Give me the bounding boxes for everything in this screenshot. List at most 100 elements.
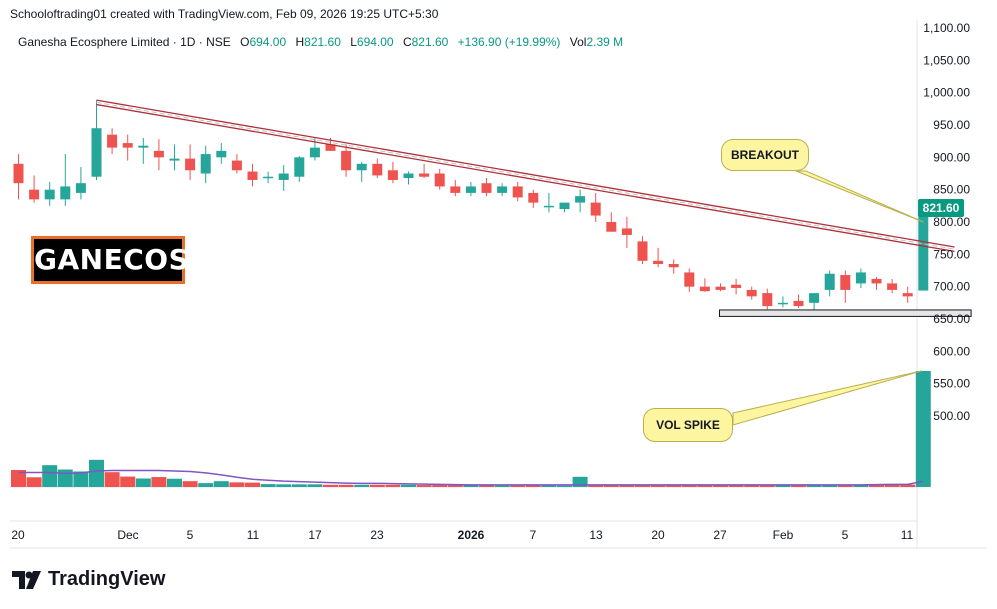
candle-body [840,275,851,290]
volume-bar [775,484,791,487]
candle-body [871,278,882,284]
trendline-upper [96,99,955,248]
volume-bar [198,483,214,487]
volume-bar [182,481,198,487]
candle-body [621,228,632,235]
candle-body [200,154,211,174]
chart-credit: Schooloftrading01 created with TradingVi… [10,7,439,21]
candle-body [902,293,913,297]
price-tick-label: 1,050.00 [923,53,970,67]
candle-body [699,286,710,292]
symbol-ohlc-legend: Ganesha Ecosphere Limited · 1D · NSE O69… [18,35,623,49]
axes-layer: 500.00 550.00 600.00 650.00 700.00 750.00 800.… [11,21,970,542]
price-tick-label: 600.00 [933,344,970,358]
candle-body [528,192,539,203]
price-tick-label: 850.00 [933,183,970,197]
time-tick-label: 5 [842,528,849,542]
volume-bar [525,485,541,487]
time-tick-label: 7 [530,528,537,542]
volume-bar [135,478,151,487]
candle-body [387,170,398,180]
price-tick-label: 900.00 [933,150,970,164]
candle-body [294,157,305,177]
candle-body [590,202,601,216]
candle-body [403,173,414,179]
candle-body [185,158,196,171]
time-tick-label: 11 [901,528,914,542]
candle-body [575,196,586,203]
volume-bar [245,482,260,487]
volume-bar [837,484,853,487]
candle-body [13,163,24,184]
candle-body [341,150,352,171]
candle-body [668,264,679,268]
volume-bar [338,484,354,487]
candle-body [543,205,554,208]
candle-body [793,300,804,307]
volume-bar [557,485,572,487]
last-price-tag [918,199,964,218]
volume-bar [759,484,775,487]
candle-body [824,273,835,290]
change-value: +136.90 (+19.99%) [457,35,561,49]
time-tick-label: 5 [187,528,194,542]
candle-body [653,260,664,265]
volume-bar [369,484,385,487]
low-value: 694.00 [356,35,394,49]
vol-spike-pointer [732,370,922,426]
price-tick-label: 1,100.00 [923,21,970,35]
volume-bar [697,485,713,487]
open-value: 694.00 [249,35,287,49]
candle-body [512,186,523,198]
candle-body [887,283,898,290]
volume-bar [447,485,463,487]
volume-bar [510,485,526,487]
time-tick-label: 2026 [458,528,485,542]
volume-bar [744,484,760,487]
candle-body [107,134,118,148]
volume-bar [853,485,869,487]
candle-body [481,183,492,193]
candle-body [29,189,40,200]
close-label: C [402,35,412,49]
symbol-label[interactable]: Ganesha Ecosphere Limited · 1D · NSE [18,35,231,49]
time-tick-label: 17 [308,528,322,542]
volume-bar [42,465,58,487]
candle-body [637,241,648,261]
volume-bar [416,485,432,487]
candle-body [309,147,320,158]
low-label: L [350,35,357,49]
volume-bar [869,485,884,487]
time-tick-label: 27 [713,528,727,542]
time-tick-label: 13 [589,528,603,542]
volume-bar [822,485,838,487]
last-price-tag-label: 821.60 [923,201,960,215]
open-label: O [240,35,250,49]
trendline-center [96,101,955,250]
volume-bar [26,477,42,487]
price-tick-label: 950.00 [933,118,970,132]
volume-bar [915,371,931,487]
candle-body [372,163,383,176]
volume-bar [73,471,89,487]
volume-bar [588,485,604,487]
breakout-callout: BREAKOUT [721,139,809,171]
volume-bar [432,485,448,487]
volume-bar [104,472,120,487]
volume-bar [681,485,697,487]
volume-label: Vol [569,35,587,49]
high-label: H [295,35,305,49]
candle-body [169,158,180,161]
volume-bar [291,484,307,487]
volume-bar [307,484,323,487]
high-value: 821.60 [304,35,341,49]
time-tick-label: 23 [370,528,384,542]
volume-bar [791,485,806,487]
volume-bar [276,484,292,487]
candle-body [356,163,367,171]
volume-bar [213,481,229,487]
candle-body [497,186,508,193]
candle-body [715,286,726,290]
price-tick-label: 650.00 [933,312,970,326]
